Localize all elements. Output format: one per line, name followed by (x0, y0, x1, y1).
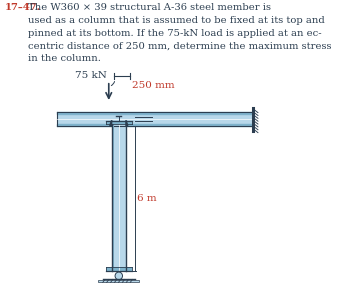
Text: 250 mm: 250 mm (132, 81, 174, 90)
Bar (106, 267, 132, 271)
Bar (106, 121, 132, 124)
Bar (57, 112, 253, 126)
Text: 17–47.: 17–47. (5, 3, 41, 12)
Bar (112, 121, 126, 271)
Polygon shape (110, 120, 112, 126)
Polygon shape (126, 120, 128, 126)
Text: 75 kN: 75 kN (74, 71, 106, 80)
Bar (98, 280, 140, 282)
Text: 6 m: 6 m (137, 194, 157, 203)
Bar (112, 121, 114, 271)
Circle shape (115, 272, 122, 280)
Text: The W360 × 39 structural A-36 steel member is
used as a column that is assumed t: The W360 × 39 structural A-36 steel memb… (28, 3, 332, 63)
